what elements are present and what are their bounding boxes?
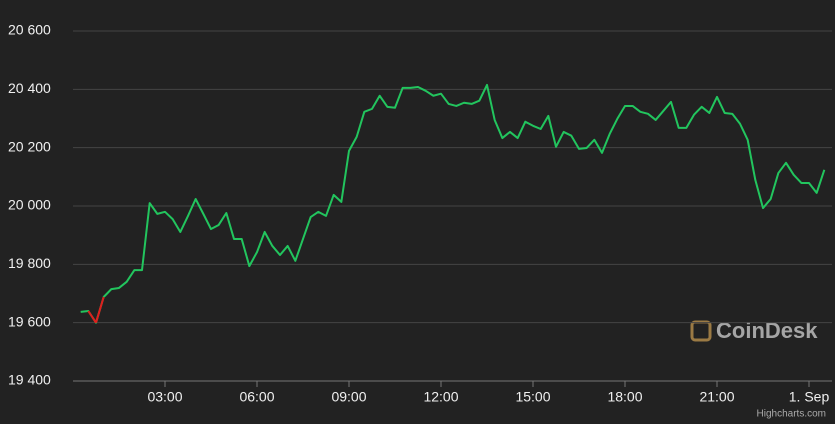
line — [80, 83, 826, 324]
logo-square — [690, 320, 712, 342]
y-tick-label: 19 800 — [8, 255, 51, 271]
x-tick-label: 21:00 — [699, 389, 734, 405]
x-tick-label: 09:00 — [331, 389, 366, 405]
x-tick-label: 03:00 — [147, 389, 182, 405]
y-tick-label: 20 200 — [8, 138, 51, 154]
credit: Highcharts.com — [757, 409, 826, 420]
y-tick-label: 20 000 — [8, 197, 51, 213]
y-tick-label: 20 400 — [8, 80, 51, 96]
y-tick-label: 19 600 — [8, 313, 51, 329]
x-tick-label: 15:00 — [515, 389, 550, 405]
y-tick-label: 20 600 — [8, 22, 51, 38]
x-tick-label: 12:00 — [423, 389, 458, 405]
x-tick-label: 1. Sep — [789, 389, 830, 405]
y-tick-label: 19 400 — [8, 372, 51, 388]
line-zone — [87, 296, 105, 324]
x-tick-label: 06:00 — [239, 389, 274, 405]
watermark: CoinDesk — [716, 318, 818, 343]
x-tick-label: 18:00 — [607, 389, 642, 405]
watermark-logo — [690, 320, 712, 342]
